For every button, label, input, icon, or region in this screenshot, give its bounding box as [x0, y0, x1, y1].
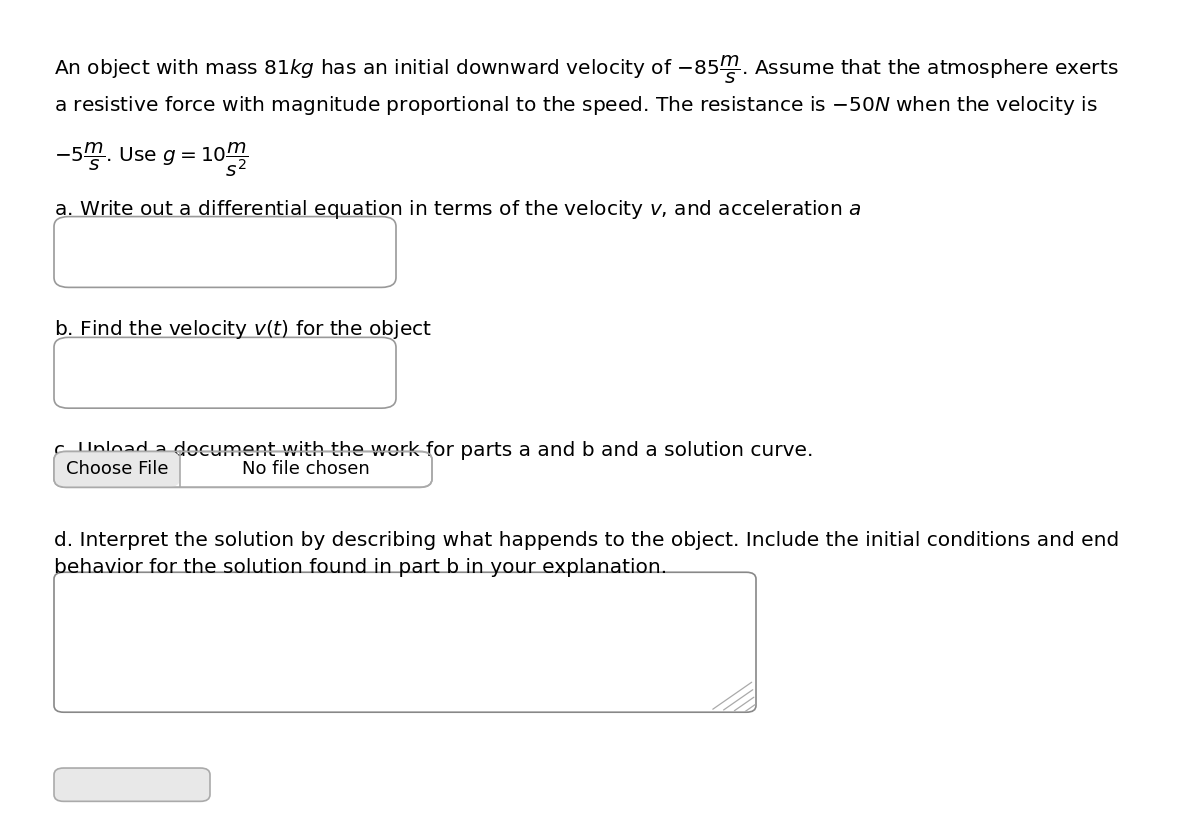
FancyBboxPatch shape: [54, 451, 432, 487]
Text: a resistive force with magnitude proportional to the speed. The resistance is $-: a resistive force with magnitude proport…: [54, 94, 1098, 117]
FancyBboxPatch shape: [54, 768, 210, 801]
FancyBboxPatch shape: [54, 451, 180, 487]
FancyBboxPatch shape: [54, 572, 756, 712]
Text: behavior for the solution found in part b in your explanation.: behavior for the solution found in part …: [54, 558, 667, 577]
Text: b. Find the velocity $v(t)$ for the object: b. Find the velocity $v(t)$ for the obje…: [54, 318, 432, 342]
Text: d. Interpret the solution by describing what happends to the object. Include the: d. Interpret the solution by describing …: [54, 531, 1120, 550]
Text: $-5\dfrac{m}{s}$. Use $g = 10\dfrac{m}{s^2}$: $-5\dfrac{m}{s}$. Use $g = 10\dfrac{m}{s…: [54, 140, 248, 179]
Text: Choose File: Choose File: [66, 461, 168, 478]
Text: c. Upload a document with the work for parts a and b and a solution curve.: c. Upload a document with the work for p…: [54, 441, 814, 460]
FancyBboxPatch shape: [54, 337, 396, 408]
Text: An object with mass $81\mathit{kg}$ has an initial downward velocity of $-85\dfr: An object with mass $81\mathit{kg}$ has …: [54, 54, 1118, 87]
FancyBboxPatch shape: [54, 217, 396, 287]
Text: No file chosen: No file chosen: [242, 461, 370, 478]
Text: a. Write out a differential equation in terms of the velocity $v$, and accelerat: a. Write out a differential equation in …: [54, 198, 862, 222]
